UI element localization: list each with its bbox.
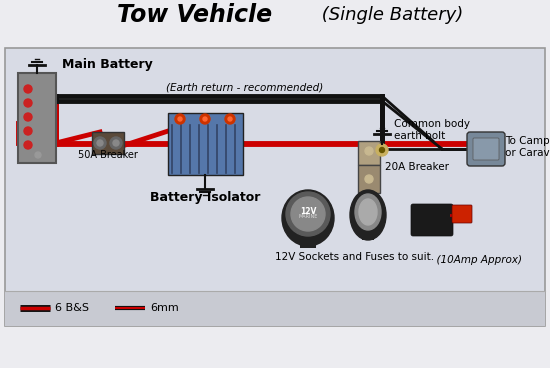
Circle shape bbox=[24, 113, 32, 121]
Ellipse shape bbox=[350, 190, 386, 240]
Circle shape bbox=[24, 85, 32, 93]
Text: MARINE: MARINE bbox=[298, 215, 318, 219]
Bar bbox=[362, 232, 374, 240]
Circle shape bbox=[113, 140, 119, 146]
Bar bbox=[92, 132, 124, 154]
Circle shape bbox=[178, 117, 182, 121]
Text: 6mm: 6mm bbox=[150, 303, 179, 313]
Circle shape bbox=[24, 127, 32, 135]
Circle shape bbox=[228, 117, 232, 121]
Circle shape bbox=[379, 148, 384, 152]
FancyBboxPatch shape bbox=[467, 132, 505, 166]
Text: (Earth return - recommended): (Earth return - recommended) bbox=[166, 82, 323, 92]
Text: Main Battery: Main Battery bbox=[62, 58, 153, 71]
Bar bbox=[358, 165, 380, 193]
Circle shape bbox=[225, 114, 235, 124]
Text: (10Amp Approx): (10Amp Approx) bbox=[430, 255, 522, 265]
Circle shape bbox=[175, 114, 185, 124]
Circle shape bbox=[94, 137, 106, 149]
Text: To Camper
or Caravan: To Camper or Caravan bbox=[505, 136, 550, 158]
Bar bbox=[300, 240, 316, 248]
FancyBboxPatch shape bbox=[411, 204, 453, 236]
Text: 20A Breaker: 20A Breaker bbox=[385, 162, 449, 172]
Ellipse shape bbox=[282, 190, 334, 246]
Ellipse shape bbox=[286, 192, 330, 236]
Ellipse shape bbox=[355, 194, 381, 230]
Text: Battery Isolator: Battery Isolator bbox=[150, 191, 261, 204]
Circle shape bbox=[365, 147, 373, 155]
Text: (Single Battery): (Single Battery) bbox=[316, 6, 464, 24]
Text: 50A Breaker: 50A Breaker bbox=[78, 150, 138, 160]
Circle shape bbox=[200, 114, 210, 124]
Circle shape bbox=[24, 141, 32, 149]
Bar bbox=[5, 48, 545, 326]
Text: 12V Sockets and Fuses to suit.: 12V Sockets and Fuses to suit. bbox=[276, 252, 434, 262]
Text: 6 B&S: 6 B&S bbox=[55, 303, 89, 313]
Text: Tow Vehicle: Tow Vehicle bbox=[118, 3, 273, 27]
FancyBboxPatch shape bbox=[473, 138, 499, 160]
Circle shape bbox=[97, 140, 103, 146]
Text: 12V: 12V bbox=[300, 206, 316, 216]
Bar bbox=[5, 291, 545, 326]
Circle shape bbox=[24, 99, 32, 107]
Bar bbox=[358, 141, 380, 165]
Circle shape bbox=[203, 117, 207, 121]
Circle shape bbox=[35, 152, 41, 158]
Circle shape bbox=[110, 137, 122, 149]
Bar bbox=[168, 113, 243, 175]
Circle shape bbox=[365, 175, 373, 183]
Circle shape bbox=[376, 144, 388, 156]
Ellipse shape bbox=[359, 199, 377, 225]
Ellipse shape bbox=[291, 197, 325, 231]
FancyBboxPatch shape bbox=[452, 205, 472, 223]
Bar bbox=[18, 73, 56, 163]
Text: Common body
earth bolt: Common body earth bolt bbox=[394, 119, 470, 141]
